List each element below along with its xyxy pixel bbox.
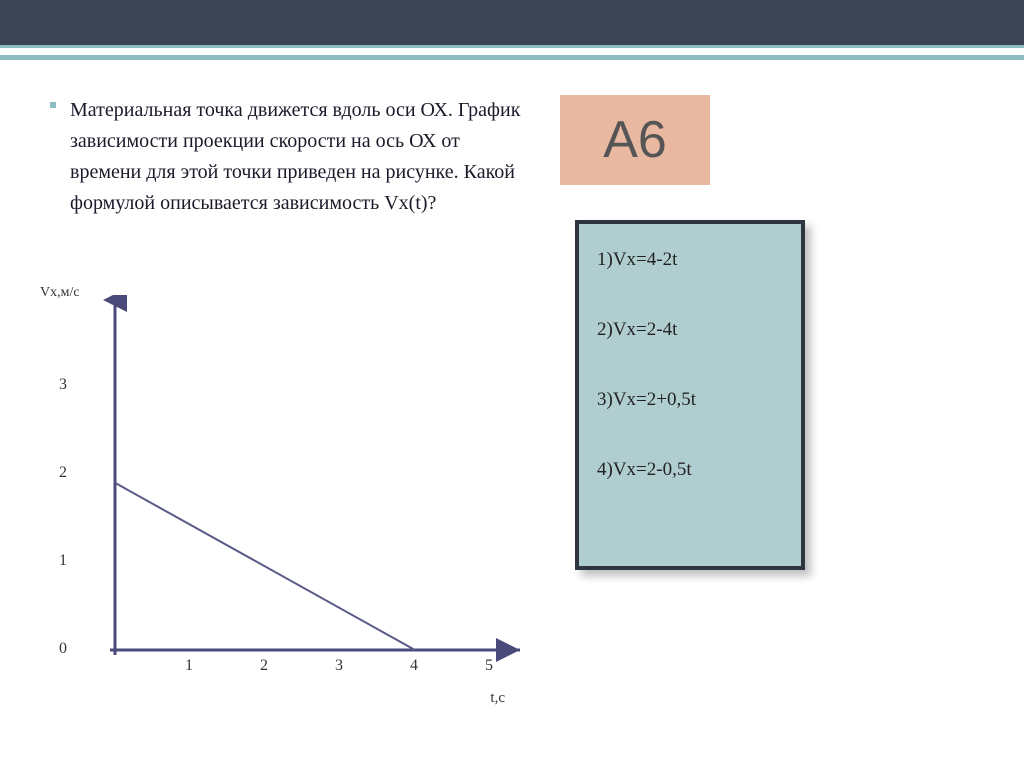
x-tick: 1 xyxy=(185,657,193,675)
answer-option-4: 4)Vx=2-0,5t xyxy=(597,459,783,481)
chart-svg xyxy=(80,295,530,695)
question-bullet xyxy=(50,102,56,108)
y-tick: 1 xyxy=(52,552,67,570)
answer-option-3: 3)Vx=2+0,5t xyxy=(597,389,783,411)
x-tick: 3 xyxy=(335,657,343,675)
data-line xyxy=(115,483,415,650)
content-area: Материальная точка движется вдоль оси ОХ… xyxy=(0,80,1024,768)
answers-box: 1)Vx=4-2t 2)Vx=2-4t 3)Vx=2+0,5t 4)Vx=2-0… xyxy=(575,220,805,570)
y-axis-label: Vх,м/с xyxy=(40,285,80,301)
y-tick: 3 xyxy=(52,376,67,394)
x-tick: 4 xyxy=(410,657,418,675)
y-tick: 2 xyxy=(52,464,67,482)
question-badge: А6 xyxy=(560,95,710,185)
x-tick: 2 xyxy=(260,657,268,675)
accent-line xyxy=(0,55,1024,60)
answer-option-2: 2)Vx=2-4t xyxy=(597,319,783,341)
question-text: Материальная точка движется вдоль оси ОХ… xyxy=(70,95,530,219)
chart-container: Vх,м/с t,с 012312345 xyxy=(40,285,520,715)
y-tick: 0 xyxy=(52,640,67,658)
x-tick: 5 xyxy=(485,657,493,675)
badge-label: А6 xyxy=(603,110,667,170)
answer-option-1: 1)Vx=4-2t xyxy=(597,249,783,271)
header-bar xyxy=(0,0,1024,48)
